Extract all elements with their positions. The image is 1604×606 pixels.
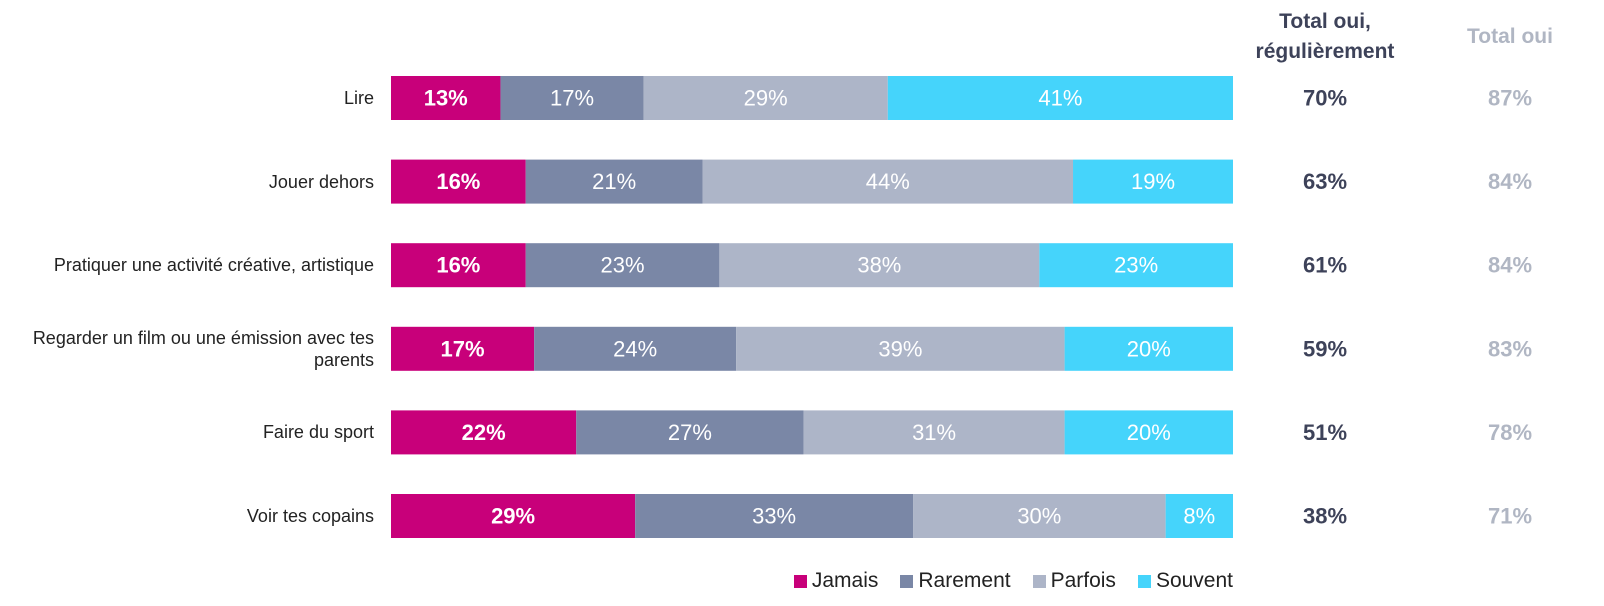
bar-segment (702, 159, 1074, 204)
value-label: 30% (1017, 504, 1061, 529)
value-label: 33% (752, 504, 796, 529)
column-value: 38% (1303, 504, 1347, 529)
bar-segment (803, 410, 1065, 455)
legend-item: Rarement (900, 569, 1011, 593)
bar-segment (391, 243, 526, 288)
column-value: 84% (1488, 253, 1532, 278)
bar-segment (534, 326, 737, 371)
legend-item: Souvent (1137, 569, 1233, 593)
value-label: 8% (1183, 504, 1215, 529)
bar-segment (913, 494, 1166, 538)
column-value: 84% (1488, 169, 1532, 194)
value-label: 13% (424, 86, 468, 111)
category-label: Regarder un film ou une émission avec te… (32, 327, 374, 370)
value-label: 22% (462, 420, 506, 445)
value-label: 16% (436, 169, 480, 194)
value-label: 16% (436, 253, 480, 278)
bar-segment (391, 76, 501, 120)
bar-segment (391, 410, 577, 455)
value-label: 20% (1127, 336, 1171, 361)
column-value: 71% (1488, 504, 1532, 529)
bar-segment (1073, 159, 1233, 204)
legend-swatch (1032, 574, 1046, 588)
legend: Jamais Rarement Parfois Souvent (793, 569, 1233, 593)
value-label: 23% (601, 253, 645, 278)
bar-segment (391, 326, 535, 371)
legend-swatch (1137, 574, 1151, 588)
value-label: 20% (1127, 420, 1171, 445)
bar-segment (1064, 410, 1233, 455)
column-value: 87% (1488, 86, 1532, 111)
value-label: 27% (668, 420, 712, 445)
value-label: 21% (592, 169, 636, 194)
legend-swatch (793, 574, 807, 588)
column-value: 78% (1488, 420, 1532, 445)
column-value: 59% (1303, 336, 1347, 361)
value-label: 19% (1131, 169, 1175, 194)
category-label: Jouer dehors (268, 171, 374, 192)
value-label: 38% (857, 253, 901, 278)
value-label: 17% (550, 86, 594, 111)
column-value: 61% (1303, 253, 1347, 278)
value-label: 24% (613, 336, 657, 361)
legend-label: Souvent (1155, 569, 1233, 592)
value-label: 17% (441, 336, 485, 361)
column-value: 51% (1303, 420, 1347, 445)
bar-segment (525, 159, 703, 204)
value-label: 23% (1114, 253, 1158, 278)
legend-item: Parfois (1032, 569, 1116, 593)
bar-segment (635, 494, 914, 538)
bar-segment (1039, 243, 1233, 288)
legend-label: Rarement (918, 569, 1011, 592)
column-header: Total oui (1467, 25, 1553, 48)
value-label: 31% (912, 420, 956, 445)
bar-segment (1165, 494, 1233, 538)
bar-segment (736, 326, 1065, 371)
category-label: Faire du sport (262, 422, 374, 443)
value-label: 41% (1038, 86, 1082, 111)
column-value: 83% (1488, 336, 1532, 361)
legend-item: Jamais (793, 569, 879, 593)
column-header: Total oui, régulièrement (1255, 10, 1395, 63)
bar-segment (500, 76, 644, 120)
value-label: 44% (866, 169, 910, 194)
value-label: 29% (744, 86, 788, 111)
column-value: 70% (1303, 86, 1347, 111)
bar-segment (391, 159, 526, 204)
column-value: 63% (1303, 169, 1347, 194)
bar-segment (525, 243, 720, 288)
bar-segment (576, 410, 804, 455)
bar-segment (391, 494, 636, 538)
value-label: 39% (878, 336, 922, 361)
legend-swatch (900, 574, 914, 588)
bar-segment (719, 243, 1040, 288)
legend-label: Jamais (811, 569, 879, 592)
category-label: Voir tes copains (246, 506, 374, 526)
value-label: 29% (491, 504, 535, 529)
category-label: Lire (343, 88, 374, 108)
category-label: Pratiquer une activité créative, artisti… (53, 255, 374, 276)
bar-segment (887, 76, 1233, 120)
bar-segment (1064, 326, 1233, 371)
legend-label: Parfois (1050, 569, 1116, 592)
bar-segment (643, 76, 888, 120)
